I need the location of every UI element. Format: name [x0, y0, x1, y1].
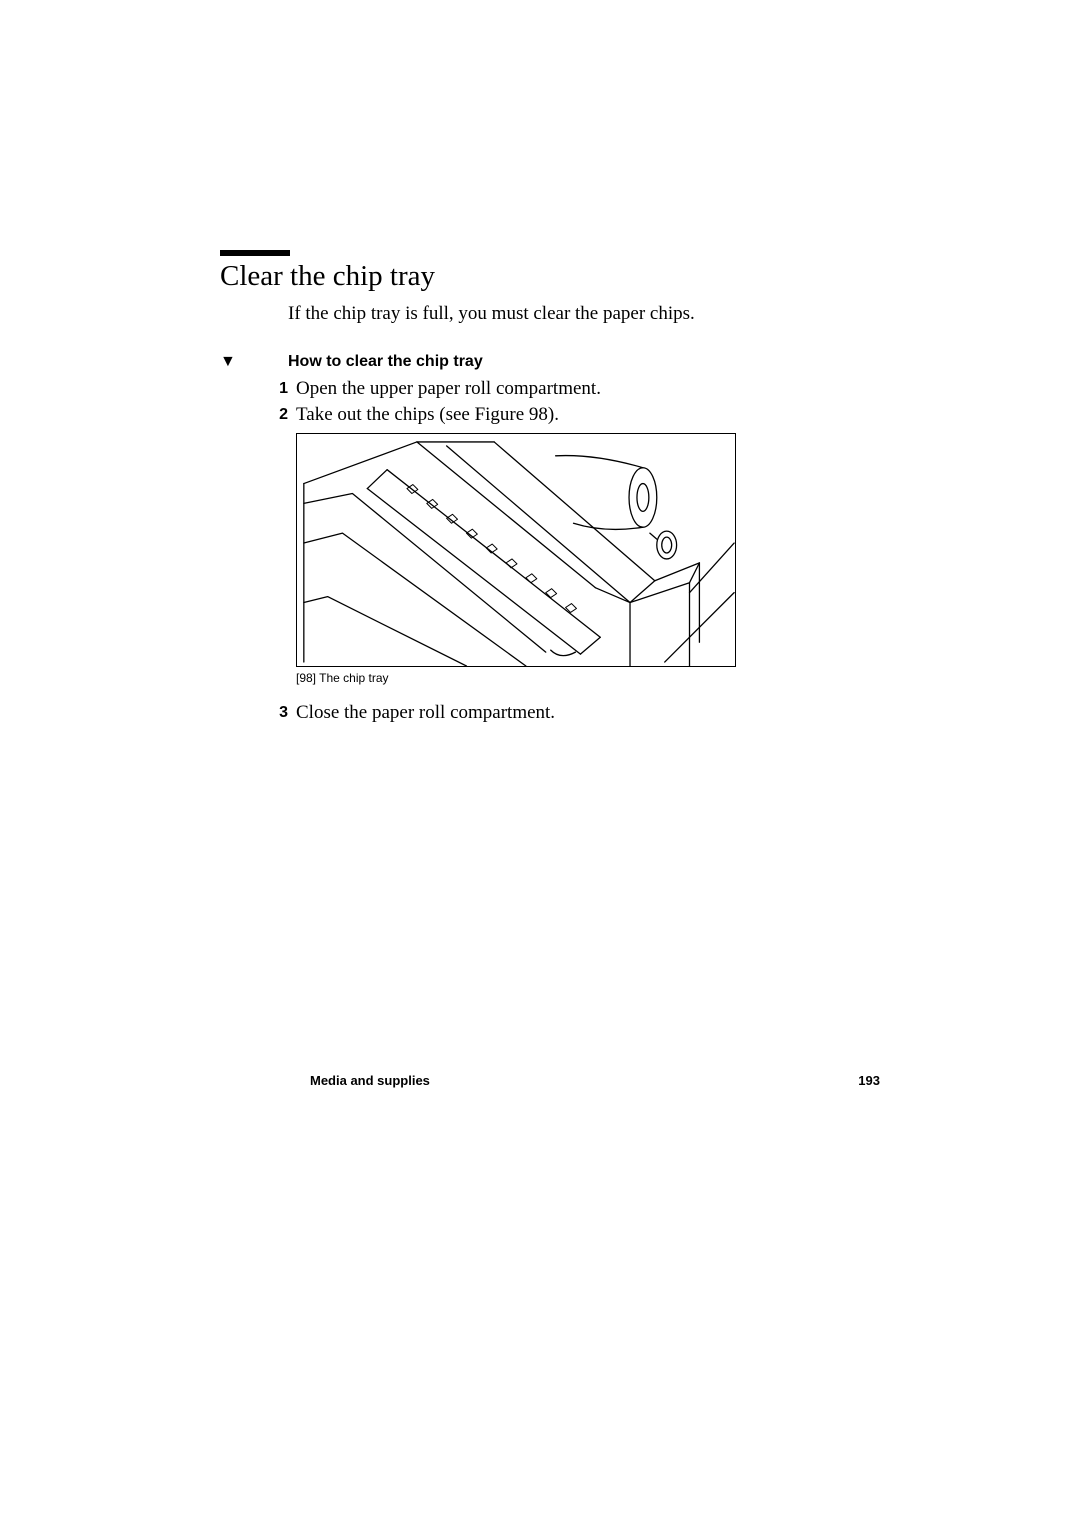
triangle-marker-icon: ▼: [220, 353, 288, 371]
footer-section: Media and supplies: [310, 1073, 430, 1088]
step-text: Open the upper paper roll compartment.: [296, 377, 601, 401]
page-content: Clear the chip tray If the chip tray is …: [220, 250, 880, 726]
step-number: 3: [268, 701, 288, 725]
step-item: 3 Close the paper roll compartment.: [268, 701, 880, 725]
figure-container: [296, 433, 880, 667]
page-footer: Media and supplies 193: [310, 1073, 880, 1088]
step-number: 2: [268, 403, 288, 427]
step-list: 1 Open the upper paper roll compartment.…: [268, 377, 880, 427]
step-text: Close the paper roll compartment.: [296, 701, 555, 725]
figure-caption: [98] The chip tray: [296, 671, 880, 685]
step-list-continued: 3 Close the paper roll compartment.: [268, 701, 880, 725]
intro-text: If the chip tray is full, you must clear…: [288, 303, 880, 325]
subheading: How to clear the chip tray: [288, 353, 483, 371]
heading-rule: [220, 250, 290, 256]
heading: Clear the chip tray: [220, 260, 880, 293]
step-item: 1 Open the upper paper roll compartment.: [268, 377, 880, 401]
step-item: 2 Take out the chips (see Figure 98).: [268, 403, 880, 427]
footer-page-number: 193: [858, 1073, 880, 1088]
step-number: 1: [268, 377, 288, 401]
chip-tray-figure: [296, 433, 736, 667]
subheading-row: ▼ How to clear the chip tray: [220, 353, 880, 371]
step-text: Take out the chips (see Figure 98).: [296, 403, 559, 427]
